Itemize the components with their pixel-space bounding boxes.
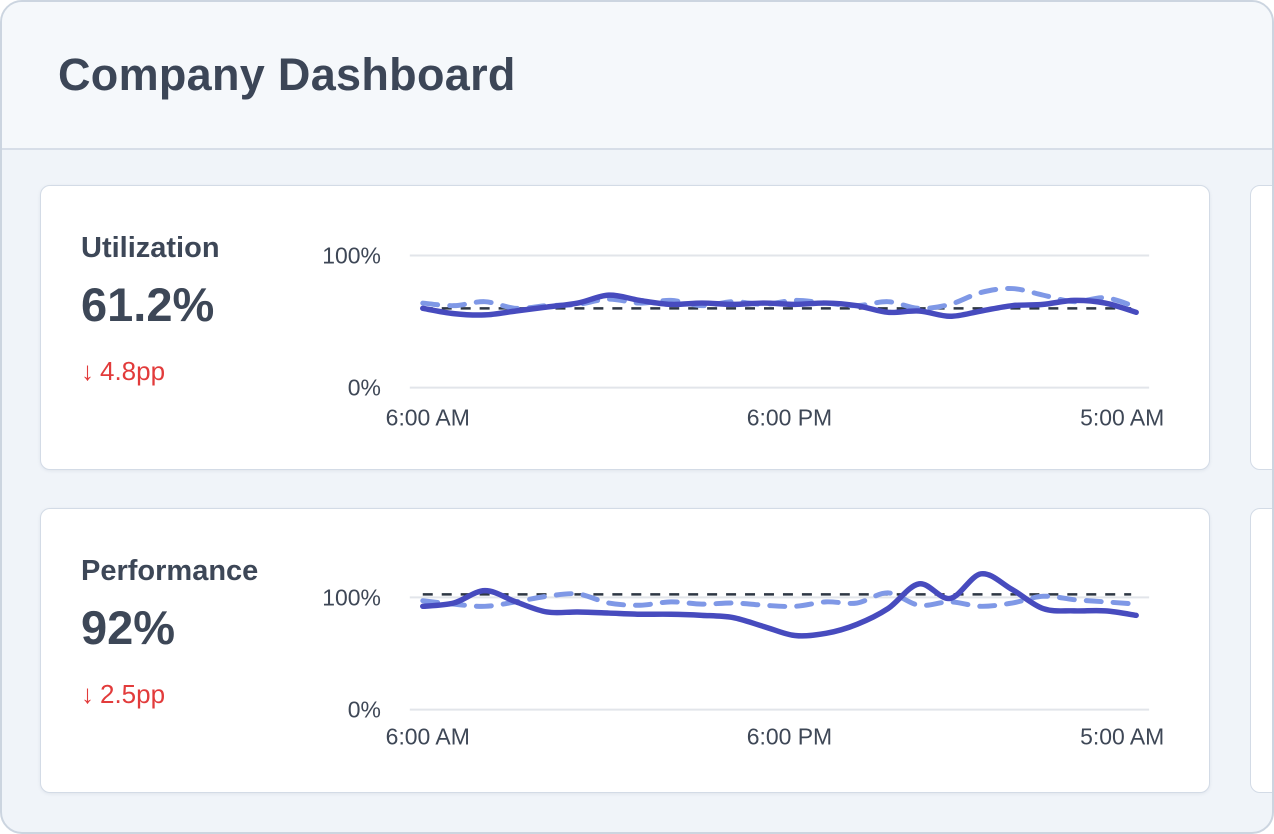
metric-value: 61.2% [81, 278, 215, 331]
down-arrow-icon: ↓ [81, 679, 94, 709]
x-axis-label: 6:00 PM [747, 723, 832, 749]
series-line-solid [420, 571, 1139, 639]
kpi-block-performance: Performance 92% ↓ 2.5pp [41, 509, 321, 792]
card-partial-top [1250, 185, 1272, 470]
x-axis-label: 6:00 AM [386, 404, 470, 430]
x-axis-label: 6:00 AM [386, 723, 470, 749]
performance-line-chart: 100% 0%6:00 AM 6:00 PM 5:00 AM [322, 571, 1164, 749]
metric-delta: ↓ 4.8pp [81, 356, 321, 387]
card-grid: Utilization 61.2% ↓ 4.8pp 100% 0% 6:00 AM 6:… [40, 185, 1272, 793]
y-axis-label: 0% [348, 697, 381, 723]
metric-label: Performance [81, 555, 259, 587]
page-header: Company Dashboard [2, 2, 1272, 150]
main-content: Utilization 61.2% ↓ 4.8pp 100% 0% 6:00 AM 6:… [2, 150, 1272, 793]
delta-value: 2.5pp [100, 679, 166, 709]
y-axis-label: 100% [322, 584, 381, 610]
series-line-dashed [420, 590, 1139, 609]
y-axis-label: 0% [348, 375, 381, 401]
delta-value: 4.8pp [100, 356, 166, 386]
card-utilization: Utilization 61.2% ↓ 4.8pp 100% 0% 6:00 AM 6:… [40, 185, 1210, 470]
x-axis-label: 5:00 AM [1080, 723, 1164, 749]
metric-label: Utilization [81, 232, 220, 264]
down-arrow-icon: ↓ [81, 356, 94, 386]
series-line-solid [420, 292, 1139, 320]
page-title: Company Dashboard [58, 49, 516, 100]
card-performance: Performance 92% ↓ 2.5pp 100% 0% 6:00 AM 6:00… [40, 508, 1210, 793]
kpi-block-utilization: Utilization 61.2% ↓ 4.8pp [41, 186, 321, 469]
x-axis-label: 6:00 PM [747, 404, 832, 430]
metric-value: 92% [81, 601, 176, 654]
utilization-line-chart: 100% 0%6:00 AM 6:00 PM 5:00 AM [322, 243, 1164, 431]
chart-area-performance: 100% 0% 6:00 AM 6:00 PM 5:00 AM [321, 509, 1209, 792]
chart-area-utilization: 100% 0% 6:00 AM 6:00 PM 5:00 AM [321, 186, 1209, 469]
metric-delta: ↓ 2.5pp [81, 679, 321, 710]
card-partial-bottom [1250, 508, 1272, 793]
x-axis-label: 5:00 AM [1080, 404, 1164, 430]
y-axis-label: 100% [322, 243, 381, 269]
